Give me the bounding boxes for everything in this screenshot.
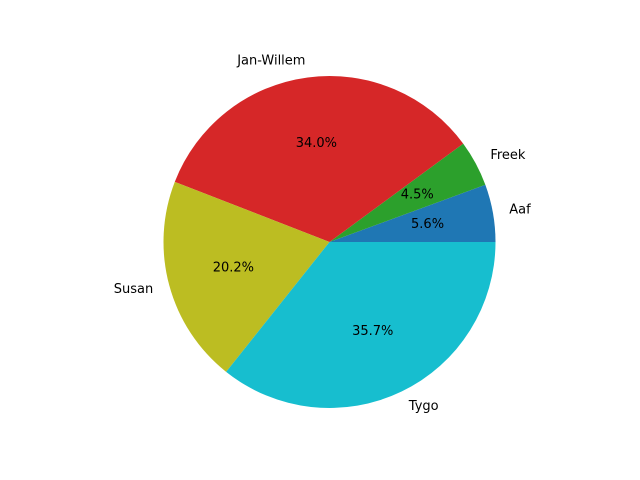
pie-slice-aaf [329, 184, 496, 242]
slice-label-susan: Susan [114, 282, 153, 297]
pie-slice-freek [329, 143, 486, 242]
slice-label-freek: Freek [490, 148, 526, 163]
pie-slice-susan [163, 181, 330, 372]
slice-percent-aaf: 5.6% [411, 217, 444, 232]
slice-label-aaf: Aaf [509, 203, 531, 218]
slice-percent-jan-willem: 34.0% [296, 136, 337, 151]
slice-label-jan-willem: Jan-Willem [236, 53, 305, 68]
pie-slice-jan-willem [174, 76, 464, 242]
slice-percent-tygo: 35.7% [352, 324, 393, 339]
slice-percent-susan: 20.2% [213, 260, 254, 275]
pie-slices [163, 76, 496, 409]
slice-label-tygo: Tygo [408, 399, 439, 414]
pie-slice-tygo [226, 242, 496, 409]
pie-labels: Aaf 5.6% Freek 4.5% Jan-Willem 34.0% Susan 20.2… [114, 53, 531, 413]
slice-percent-freek: 4.5% [401, 187, 434, 202]
